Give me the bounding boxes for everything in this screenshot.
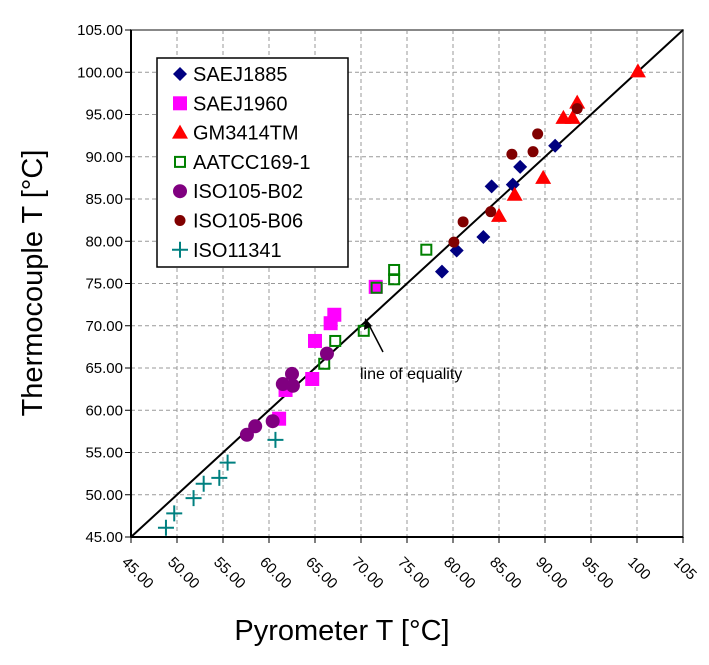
data-point <box>248 419 263 434</box>
series-iso11341 <box>157 431 284 536</box>
legend-label: SAEJ1960 <box>193 93 288 115</box>
legend-box <box>156 57 349 268</box>
y-tick-label: 55.00 <box>85 445 123 462</box>
y-tick-label: 75.00 <box>85 276 123 293</box>
data-point <box>548 138 563 153</box>
x-tick-label: 60.00 <box>256 554 295 593</box>
x-tick-label: 95.00 <box>578 554 617 593</box>
y-tick-label: 95.00 <box>85 107 123 124</box>
legend-marker <box>172 241 188 258</box>
data-point <box>166 505 183 522</box>
data-point <box>157 519 174 536</box>
x-tick-label: 100 <box>624 554 654 584</box>
y-tick-label: 50.00 <box>85 487 123 504</box>
x-tick-label: 75.00 <box>394 554 433 593</box>
x-tick-label: 50.00 <box>164 554 203 593</box>
series-iso105-b06 <box>448 103 583 248</box>
y-tick-label: 90.00 <box>85 149 123 166</box>
data-point <box>305 371 320 386</box>
data-point <box>457 216 469 228</box>
legend-marker <box>173 96 187 111</box>
x-tick-label: 55.00 <box>210 554 249 593</box>
legend-label: ISO105-B02 <box>193 181 303 203</box>
data-point <box>448 236 460 248</box>
annotation-arrow <box>367 322 384 353</box>
legend-marker <box>172 124 188 139</box>
x-tick-label: 85.00 <box>486 554 525 593</box>
y-tick-label: 105.00 <box>77 22 123 39</box>
x-tick-label: 45.00 <box>118 554 157 593</box>
x-tick-label: 105 <box>670 554 700 584</box>
y-tick-label: 60.00 <box>85 402 123 419</box>
data-point <box>267 431 284 448</box>
y-tick-label: 45.00 <box>85 529 123 546</box>
data-point <box>571 103 583 115</box>
data-point <box>329 334 342 347</box>
data-point <box>527 146 539 158</box>
legend-label: ISO11341 <box>193 240 282 262</box>
data-point <box>211 469 228 486</box>
y-tick-label: 80.00 <box>85 233 123 250</box>
x-tick-label: 80.00 <box>440 554 479 593</box>
series-gm3414tm <box>491 63 646 222</box>
data-point <box>484 179 499 194</box>
data-point <box>491 207 507 222</box>
data-point <box>505 177 520 192</box>
x-tick-label: 90.00 <box>532 554 571 593</box>
data-point <box>420 243 433 256</box>
legend-marker <box>174 215 186 226</box>
y-tick-label: 65.00 <box>85 360 123 377</box>
data-point <box>185 490 202 507</box>
annotation-label: line of equality <box>360 366 462 383</box>
x-tick-label: 65.00 <box>302 554 341 593</box>
line-of-equality <box>130 29 684 538</box>
x-axis-title: Pyrometer T [°C] <box>234 615 449 647</box>
legend: SAEJ1885 SAEJ1960 GM3414TM AATCC169-1 ISO105… <box>156 57 349 268</box>
annotation: line of equality <box>360 318 462 383</box>
data-point <box>532 128 544 140</box>
data-point <box>327 307 342 322</box>
data-point <box>219 454 236 471</box>
data-point <box>506 148 518 160</box>
arrowhead-icon <box>364 318 372 330</box>
series-saej1885 <box>434 138 563 279</box>
data-point <box>485 206 497 218</box>
legend-label: ISO105-B06 <box>193 211 303 233</box>
legend-marker <box>173 67 187 81</box>
series-iso105-b02 <box>239 346 334 442</box>
data-point <box>388 263 401 276</box>
data-points <box>157 63 646 536</box>
data-point <box>476 230 491 245</box>
y-tick-label: 100.00 <box>77 64 123 81</box>
y-tick-label: 70.00 <box>85 318 123 335</box>
series-aatcc169-1 <box>318 243 433 370</box>
legend-label: SAEJ1885 <box>193 64 288 86</box>
data-point <box>319 346 334 361</box>
data-point <box>513 159 528 174</box>
data-point <box>357 324 370 337</box>
legend-marker <box>174 155 186 168</box>
data-point <box>308 333 322 348</box>
data-point <box>265 414 280 429</box>
data-point <box>370 281 383 294</box>
data-point <box>535 169 552 184</box>
legend-marker <box>173 184 187 199</box>
legend-label: GM3414TM <box>193 123 299 145</box>
data-point <box>195 475 212 492</box>
data-point <box>629 63 646 78</box>
y-axis-title: Thermocouple T [°C] <box>17 150 49 417</box>
data-point <box>506 186 523 201</box>
data-point <box>285 378 300 393</box>
data-point <box>434 264 449 279</box>
legend-label: AATCC169-1 <box>193 152 310 174</box>
data-point <box>285 366 299 381</box>
y-tick-label: 85.00 <box>85 191 123 208</box>
x-tick-label: 70.00 <box>348 554 387 593</box>
data-point <box>564 109 581 124</box>
